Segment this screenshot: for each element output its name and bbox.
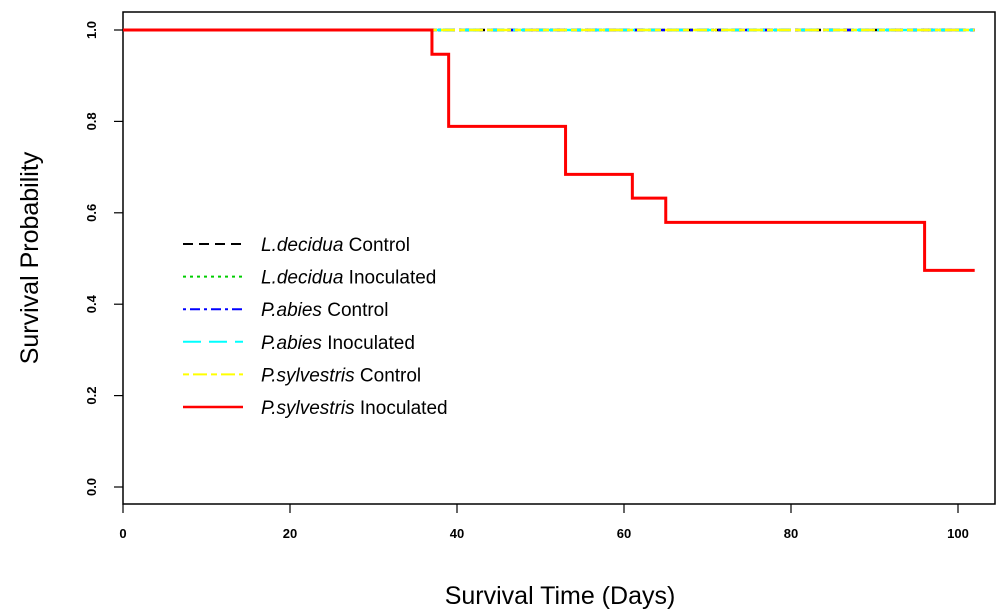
x-tick-label: 0 <box>119 526 126 541</box>
legend-label: L.decidua Inoculated <box>261 268 436 289</box>
y-tick-label: 0.6 <box>84 204 99 222</box>
series-line-5 <box>123 28 975 272</box>
y-tick-label: 0.4 <box>84 294 99 313</box>
y-axis: 0.0 0.2 0.4 0.6 0.8 1.0 <box>84 21 123 496</box>
plot-frame <box>122 11 996 505</box>
legend: L.decidua Control L.decidua Inoculated P.a… <box>183 235 448 419</box>
x-tick-label: 20 <box>283 526 297 541</box>
x-tick-label: 60 <box>617 526 631 541</box>
y-tick-label: 0.2 <box>84 387 99 405</box>
legend-label: P.abies Inoculated <box>261 333 415 354</box>
y-tick-label: 1.0 <box>84 21 99 39</box>
x-tick-label: 100 <box>947 526 969 541</box>
legend-label: P.sylvestris Inoculated <box>261 398 448 419</box>
x-tick-label: 80 <box>784 526 798 541</box>
legend-label: L.decidua Control <box>261 235 410 256</box>
y-tick-label: 0.0 <box>84 478 99 496</box>
x-axis-title: Survival Time (Days) <box>445 582 676 610</box>
legend-label: P.abies Control <box>261 300 388 321</box>
x-tick-label: 40 <box>450 526 464 541</box>
y-tick-label: 0.8 <box>84 112 99 130</box>
x-axis: 0 20 40 60 80 100 <box>119 504 969 541</box>
y-axis-title: Survival Probability <box>16 151 44 364</box>
legend-label: P.sylvestris Control <box>261 365 421 386</box>
series-lines <box>123 28 975 272</box>
